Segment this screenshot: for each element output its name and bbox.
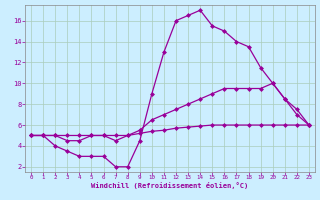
X-axis label: Windchill (Refroidissement éolien,°C): Windchill (Refroidissement éolien,°C) <box>92 182 249 189</box>
